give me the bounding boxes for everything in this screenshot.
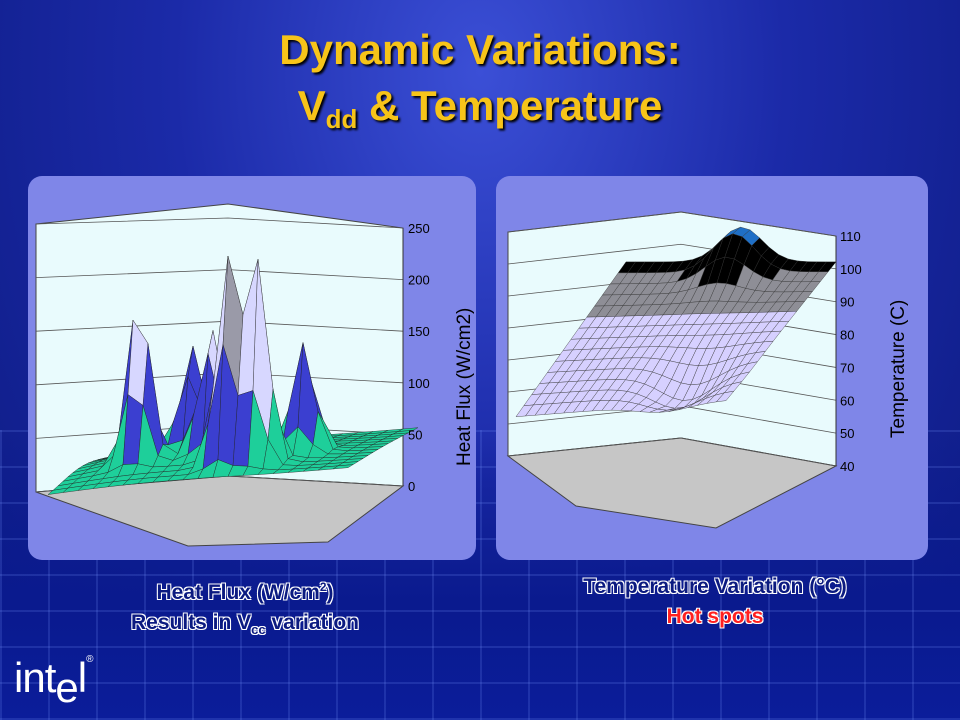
surface-cell bbox=[715, 390, 735, 403]
title-suffix: & Temperature bbox=[357, 82, 663, 129]
left-caption: Heat Flux (W/cm2) Results in Vcc variati… bbox=[60, 572, 430, 645]
left-caption-sub: cc bbox=[251, 622, 266, 638]
left-caption-line-2: Results in Vcc variation bbox=[60, 608, 430, 645]
left-caption-suffix: ) bbox=[326, 581, 334, 604]
temperature-tick-labels: 40 50 60 70 80 90 100 110 bbox=[840, 229, 862, 474]
temperature-panel: 40 50 60 70 80 90 100 110 Temperature (C) bbox=[496, 176, 928, 560]
tick-label: 70 bbox=[840, 360, 854, 375]
title-subscript: dd bbox=[325, 104, 358, 134]
tick-label: 250 bbox=[408, 221, 430, 236]
tick-label: 200 bbox=[408, 273, 430, 288]
left-caption-line-1: Heat Flux (W/cm2) bbox=[60, 572, 430, 608]
title-v: V bbox=[297, 82, 326, 129]
tick-label: 40 bbox=[840, 459, 854, 474]
left-caption-text: Heat Flux (W/cm bbox=[156, 581, 320, 604]
heat-flux-axis-title: Heat Flux (W/cm2) bbox=[454, 308, 475, 466]
slide-title-line-2: Vdd & Temperature bbox=[0, 82, 960, 135]
left-caption-sup: 2 bbox=[319, 580, 327, 594]
logo-e: e bbox=[55, 664, 78, 711]
right-caption-line-1: Temperature Variation (°C) bbox=[583, 575, 847, 598]
tick-label: 90 bbox=[840, 295, 854, 310]
left-caption-suffix-2: variation bbox=[265, 611, 360, 634]
logo-registered: ® bbox=[86, 654, 93, 665]
logo-text: int bbox=[14, 654, 56, 701]
tick-label: 100 bbox=[840, 262, 862, 277]
tick-label: 60 bbox=[840, 393, 854, 408]
left-caption-text-2: Results in V bbox=[130, 611, 252, 634]
heat-flux-surface bbox=[47, 256, 419, 495]
tick-label: 50 bbox=[408, 427, 422, 442]
surface-cell bbox=[332, 464, 354, 470]
temperature-surface bbox=[515, 226, 837, 417]
tick-label: 100 bbox=[408, 376, 430, 391]
temperature-chart: 40 50 60 70 80 90 100 110 Temperature (C) bbox=[506, 211, 909, 529]
gridline bbox=[507, 211, 837, 237]
gridline bbox=[35, 217, 404, 229]
right-caption-line-2: Hot spots bbox=[666, 605, 764, 628]
logo-l: l bbox=[77, 654, 87, 701]
heat-flux-chart: 0 50 100 150 200 250 Heat Flux (W/cm2) bbox=[35, 203, 475, 547]
tick-label: 150 bbox=[408, 324, 430, 339]
temperature-axis-title: Temperature (C) bbox=[888, 300, 909, 438]
heat-flux-panel: 0 50 100 150 200 250 Heat Flux (W/cm2) bbox=[28, 176, 476, 560]
slide-title-line-1: Dynamic Variations: bbox=[279, 26, 681, 73]
tick-label: 0 bbox=[408, 479, 415, 494]
heat-flux-tick-labels: 0 50 100 150 200 250 bbox=[408, 221, 430, 494]
tick-label: 110 bbox=[840, 229, 861, 244]
intel-logo: intel® bbox=[14, 654, 94, 711]
tick-label: 50 bbox=[840, 426, 854, 441]
right-caption: Temperature Variation (°C) Hot spots bbox=[520, 572, 910, 632]
tick-label: 80 bbox=[840, 328, 854, 343]
gridline bbox=[507, 437, 837, 467]
